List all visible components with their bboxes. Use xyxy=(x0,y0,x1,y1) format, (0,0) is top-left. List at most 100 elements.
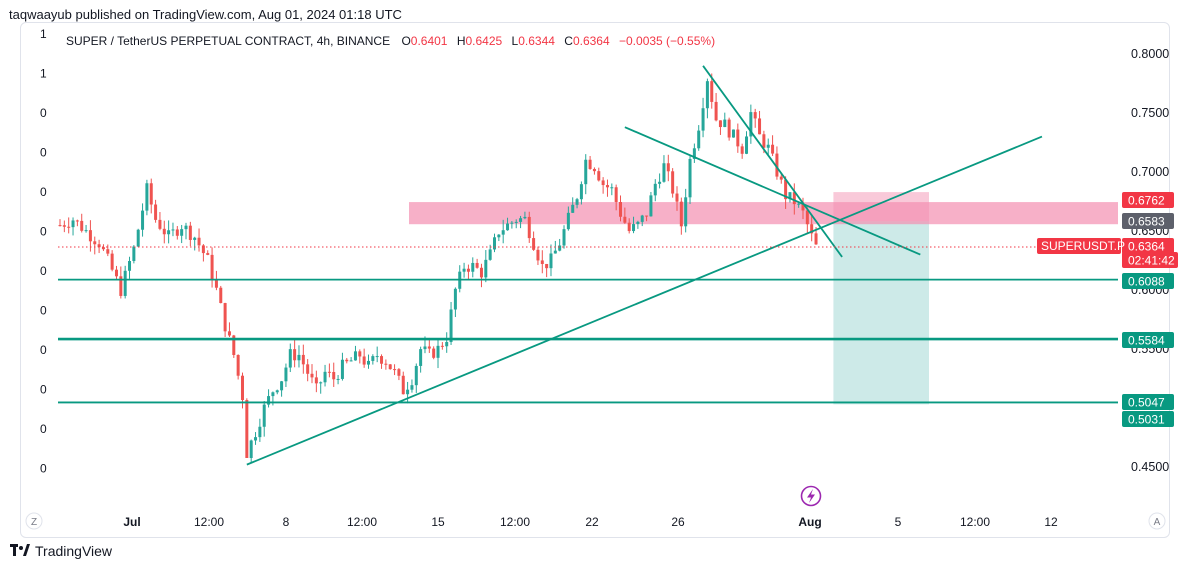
candle xyxy=(605,185,609,188)
candle xyxy=(358,351,362,357)
rising-trendline[interactable] xyxy=(246,135,1043,466)
candle xyxy=(671,171,675,194)
candle xyxy=(797,203,801,205)
candle xyxy=(545,263,549,269)
x-tick-label: 5 xyxy=(895,515,902,529)
candle xyxy=(562,229,566,246)
candle xyxy=(801,203,805,211)
zone-bottom-badge-bg xyxy=(1122,213,1174,229)
candle xyxy=(523,216,527,219)
candle xyxy=(254,437,258,441)
candle xyxy=(206,253,210,255)
candle xyxy=(327,371,331,373)
candle xyxy=(249,440,253,458)
descending-line-2[interactable] xyxy=(702,65,843,258)
candle xyxy=(506,223,510,231)
lightning-icon[interactable] xyxy=(800,485,822,507)
candle xyxy=(149,183,153,205)
candle xyxy=(814,233,818,245)
left-scale-label: 0 xyxy=(40,383,47,397)
candle xyxy=(188,225,192,240)
candle xyxy=(297,354,301,361)
candle xyxy=(692,148,696,159)
candle xyxy=(684,197,688,227)
candle xyxy=(223,303,227,332)
candle xyxy=(132,246,136,262)
candle xyxy=(167,230,171,235)
left-scale-label: 1 xyxy=(40,27,47,41)
candle xyxy=(718,120,722,128)
auto-scale-button-circle[interactable] xyxy=(1148,512,1166,530)
candle xyxy=(80,220,84,231)
candle xyxy=(653,183,657,196)
zoom-button-left-circle[interactable] xyxy=(25,512,43,530)
candle xyxy=(62,225,66,227)
candle xyxy=(771,144,775,154)
countdown-badge-bg xyxy=(1122,252,1178,268)
candle xyxy=(366,360,370,365)
candle xyxy=(275,390,279,393)
tradingview-logo-icon xyxy=(10,543,30,559)
support-2-badge: 0.5584 xyxy=(1122,332,1174,348)
candle xyxy=(705,81,709,109)
candle xyxy=(97,244,101,248)
candle xyxy=(393,369,397,371)
candle xyxy=(453,288,457,310)
candle xyxy=(519,218,523,222)
support-2-badge-bg xyxy=(1122,332,1174,348)
candle xyxy=(649,195,653,217)
auto-scale-button[interactable]: A xyxy=(1148,512,1166,530)
candle xyxy=(110,253,114,270)
candle xyxy=(75,220,79,222)
zoom-button-left[interactable]: Z xyxy=(25,512,43,530)
candle xyxy=(740,146,744,154)
candle xyxy=(614,187,618,202)
candle xyxy=(493,237,496,250)
candle xyxy=(619,201,623,217)
candle xyxy=(310,373,314,378)
candle xyxy=(114,269,118,277)
target-badge-bg xyxy=(1122,411,1174,427)
candle xyxy=(314,377,318,384)
support-3-badge-label: 0.5047 xyxy=(1128,396,1165,410)
candle xyxy=(775,153,779,177)
descending-line-1[interactable] xyxy=(624,126,921,256)
candle xyxy=(636,221,640,225)
candle xyxy=(245,400,249,458)
publish-header: taqwaayub published on TradingView.com, … xyxy=(9,7,402,22)
candle xyxy=(479,267,483,278)
candle xyxy=(723,119,727,128)
candle xyxy=(84,230,88,232)
candle xyxy=(401,375,405,395)
candle xyxy=(258,426,262,438)
x-tick-label: 12:00 xyxy=(194,515,224,529)
candle xyxy=(219,287,223,304)
candle xyxy=(432,348,436,358)
candle xyxy=(319,382,323,384)
x-tick-label: 12:00 xyxy=(500,515,530,529)
left-scale-label: 0 xyxy=(40,343,47,357)
take-profit-zone xyxy=(833,221,929,405)
candle xyxy=(701,108,705,131)
candle xyxy=(766,144,770,148)
candle xyxy=(349,360,353,362)
legend-close-label: C xyxy=(564,34,573,48)
x-tick-label: Aug xyxy=(798,515,821,529)
candle xyxy=(123,270,127,296)
candle xyxy=(645,215,649,217)
candle xyxy=(362,356,366,365)
left-scale-label: 0 xyxy=(40,225,47,239)
candle xyxy=(440,345,444,347)
zoom-button-left-label: Z xyxy=(31,517,37,528)
x-tick-label: 12:00 xyxy=(347,515,377,529)
last-price-badge-bg xyxy=(1122,238,1174,254)
candle xyxy=(175,229,179,236)
candle xyxy=(640,215,644,222)
candle xyxy=(566,212,570,230)
candle xyxy=(58,225,62,227)
candle xyxy=(736,129,740,147)
candle xyxy=(210,254,214,281)
countdown-badge-label: 02:41:42 xyxy=(1128,254,1175,268)
candle xyxy=(475,262,479,268)
